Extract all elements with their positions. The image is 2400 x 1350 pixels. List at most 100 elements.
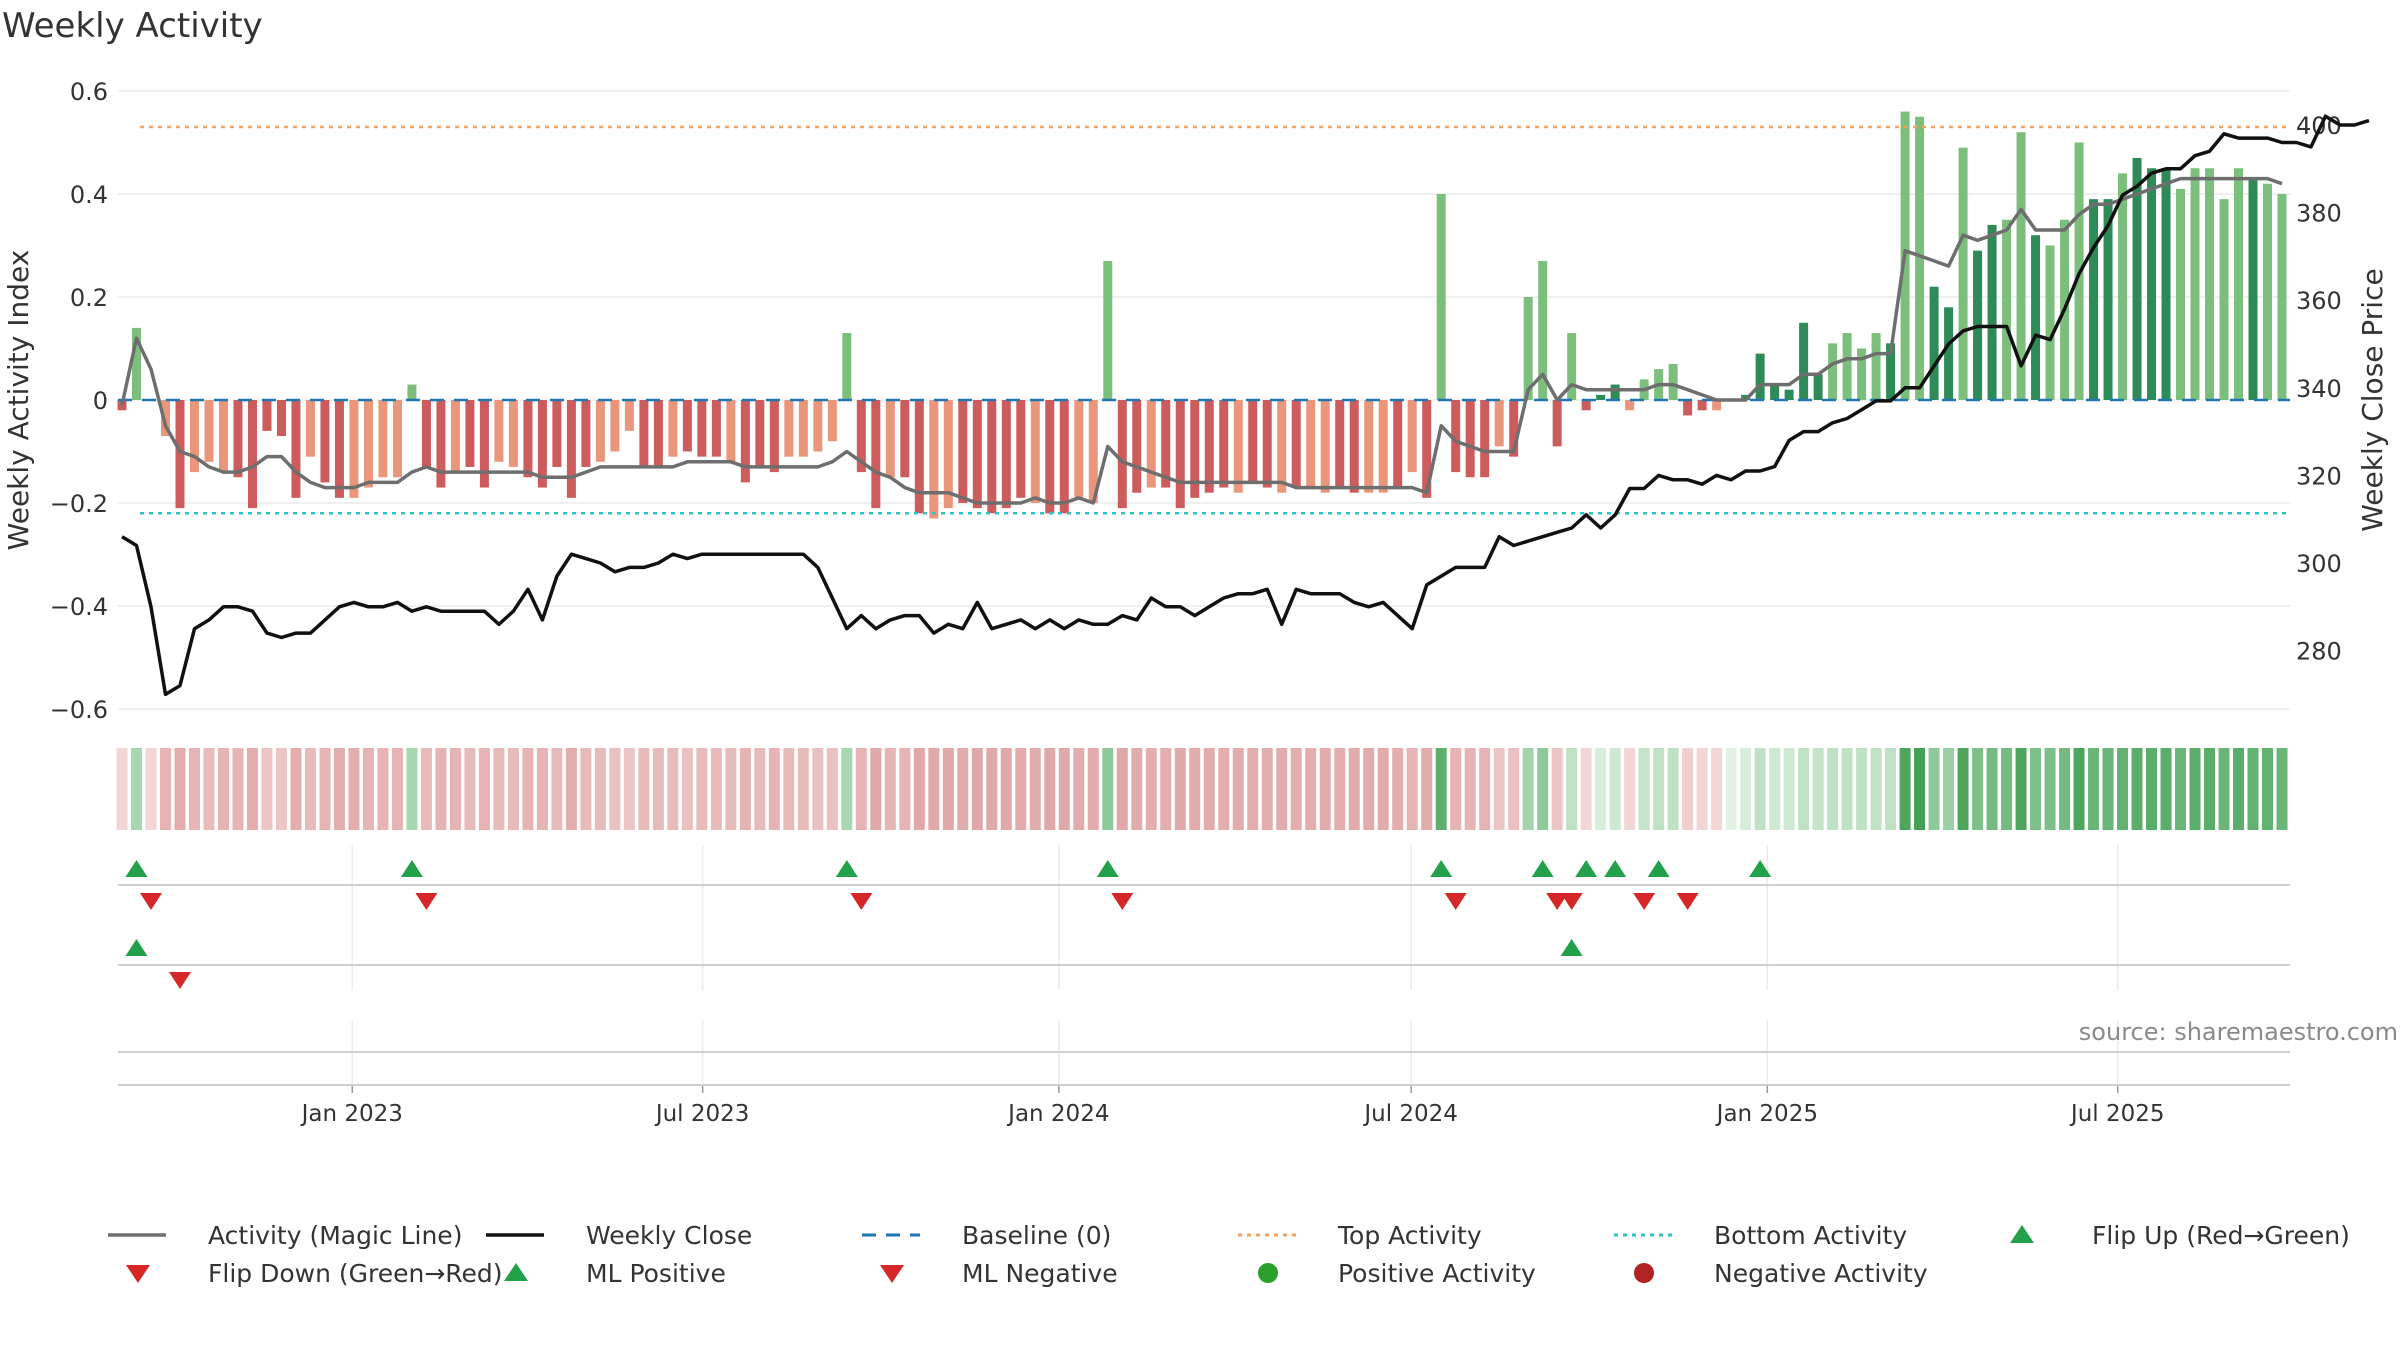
activity-bar: [494, 400, 504, 462]
heat-cell: [1783, 748, 1795, 830]
heat-cell: [1972, 748, 1984, 830]
heat-cell: [1015, 748, 1027, 830]
heat-cell: [1435, 748, 1447, 830]
heat-cell: [493, 748, 505, 830]
ytick-right-label: 380: [2296, 200, 2342, 228]
heat-cell: [1566, 748, 1578, 830]
heat-cell: [855, 748, 867, 830]
flip-down-marker: [1633, 893, 1656, 910]
heat-cell: [2146, 748, 2158, 830]
activity-bar: [813, 400, 823, 452]
heat-cell: [348, 748, 360, 830]
activity-bar: [2002, 219, 2012, 400]
activity-bar: [1161, 400, 1171, 488]
ytick-left-label: 0: [93, 387, 108, 415]
activity-bar: [2132, 157, 2142, 400]
activity-bar: [450, 400, 460, 473]
heat-cell: [768, 748, 780, 830]
activity-bar: [175, 400, 185, 509]
activity-bar: [1291, 400, 1301, 488]
heat-cell: [2189, 748, 2201, 830]
heat-cell: [957, 748, 969, 830]
activity-bar: [508, 400, 518, 467]
heat-cell: [1595, 748, 1607, 830]
legend-label: Top Activity: [1337, 1221, 1482, 1250]
heat-cell: [188, 748, 200, 830]
heat-cell: [783, 748, 795, 830]
activity-bar: [1364, 400, 1374, 493]
heat-cell: [638, 748, 650, 830]
ylabel-left: Weekly Activity Index: [2, 250, 35, 551]
activity-bar: [2031, 235, 2041, 400]
activity-heat-strip: [116, 748, 2288, 830]
legend-swatch: [1634, 1263, 1654, 1283]
activity-bar: [1842, 333, 1852, 400]
heat-cell: [464, 748, 476, 830]
flip-down-marker: [1546, 893, 1569, 910]
heat-cell: [899, 748, 911, 830]
heat-cell: [1493, 748, 1505, 830]
heat-cell: [478, 748, 490, 830]
activity-bar: [1915, 116, 1925, 400]
activity-bar: [1262, 400, 1272, 488]
activity-bar: [160, 400, 170, 437]
heat-cell: [2073, 748, 2085, 830]
heat-cell: [1464, 748, 1476, 830]
heat-cell: [1334, 748, 1346, 830]
activity-bar: [1219, 400, 1229, 488]
ytick-right-label: 360: [2296, 287, 2342, 315]
heat-cell: [1450, 748, 1462, 830]
flip-up-marker: [1531, 860, 1554, 877]
heat-cell: [1740, 748, 1752, 830]
activity-bar: [1045, 400, 1055, 514]
heat-cell: [754, 748, 766, 830]
activity-bar: [697, 400, 707, 457]
heat-cell: [217, 748, 229, 830]
activity-bar: [392, 400, 402, 478]
activity-bar: [1451, 400, 1461, 473]
heat-cell: [1798, 748, 1810, 830]
activity-bar: [1480, 400, 1490, 478]
xtick-label: Jan 2023: [300, 1101, 403, 1127]
activity-bar: [2190, 168, 2200, 400]
activity-bar: [2248, 178, 2258, 400]
activity-bar: [479, 400, 489, 488]
activity-bar: [349, 400, 359, 498]
heat-cell: [1885, 748, 1897, 830]
heat-cell: [696, 748, 708, 830]
legend: Activity (Magic Line) Weekly Close Baselin…: [108, 1221, 2350, 1288]
flip-up-marker: [125, 860, 148, 877]
heat-cell: [2276, 748, 2288, 830]
activity-bar: [262, 400, 272, 431]
signal-markers: [125, 860, 1772, 989]
activity-bar: [1349, 400, 1359, 493]
activity-bar: [363, 400, 373, 488]
heat-cell: [1725, 748, 1737, 830]
heat-cell: [1377, 748, 1389, 830]
heat-cell: [1406, 748, 1418, 830]
heat-cell: [1696, 748, 1708, 830]
flip-down-marker: [1676, 893, 1699, 910]
heat-cell: [1479, 748, 1491, 830]
activity-bar: [465, 400, 475, 467]
heat-cell: [1537, 748, 1549, 830]
flip-up-marker: [1430, 860, 1453, 877]
heat-cell: [232, 748, 244, 830]
heat-cell: [913, 748, 925, 830]
activity-bar: [842, 333, 852, 400]
activity-bar: [624, 400, 634, 431]
legend-swatch: [126, 1265, 150, 1283]
activity-bar: [233, 400, 243, 478]
heat-cell: [1044, 748, 1056, 830]
heat-cell: [812, 748, 824, 830]
activity-bar: [1494, 400, 1504, 447]
activity-bar: [1393, 400, 1403, 488]
activity-bar: [1886, 343, 1896, 400]
activity-bar: [378, 400, 388, 478]
heat-cell: [2059, 748, 2071, 830]
heat-cell: [377, 748, 389, 830]
heat-cell: [971, 748, 983, 830]
heat-cell: [2117, 748, 2129, 830]
heat-cell: [1928, 748, 1940, 830]
flip-up-marker: [835, 860, 858, 877]
